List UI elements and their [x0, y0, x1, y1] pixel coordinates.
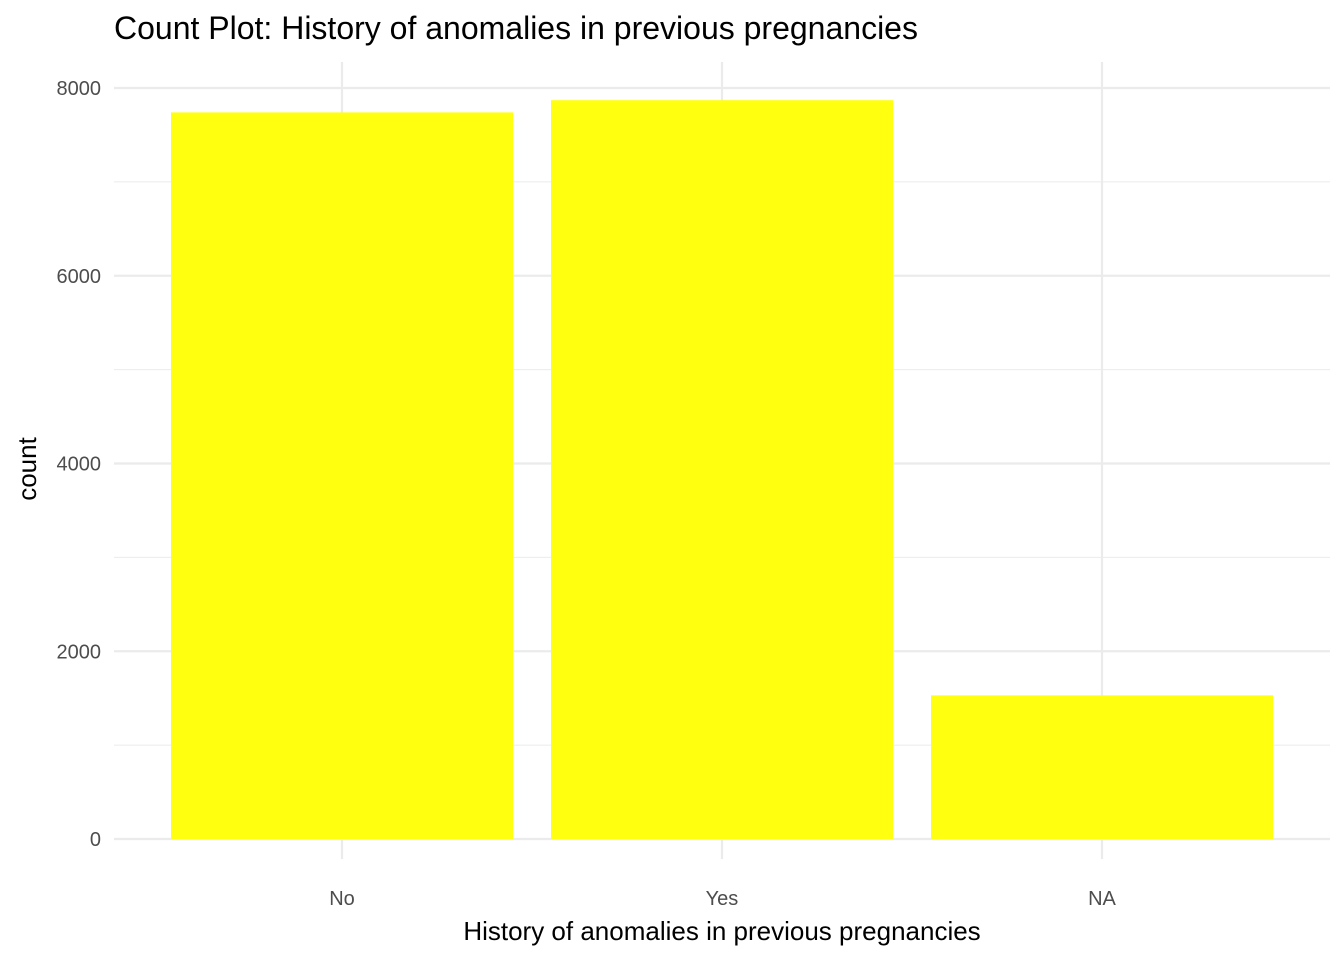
x-tick-label: No [329, 888, 355, 910]
y-tick-label: 4000 [57, 454, 102, 476]
chart-title: Count Plot: History of anomalies in prev… [114, 10, 918, 46]
bars [171, 100, 1273, 840]
y-axis-ticks: 0 2000 4000 6000 8000 [57, 78, 102, 851]
y-axis-title: count [12, 436, 42, 500]
y-tick-label: 8000 [57, 78, 102, 100]
bar-na [931, 695, 1273, 839]
x-axis-ticks: No Yes NA [329, 888, 1116, 910]
y-tick-label: 2000 [57, 641, 102, 663]
x-axis-title: History of anomalies in previous pregnan… [463, 916, 980, 946]
bar-no [171, 112, 513, 840]
x-tick-label: Yes [706, 888, 739, 910]
x-tick-label: NA [1088, 888, 1116, 910]
bar-yes [551, 100, 893, 840]
y-tick-label: 6000 [57, 266, 102, 288]
y-tick-label: 0 [90, 829, 101, 851]
